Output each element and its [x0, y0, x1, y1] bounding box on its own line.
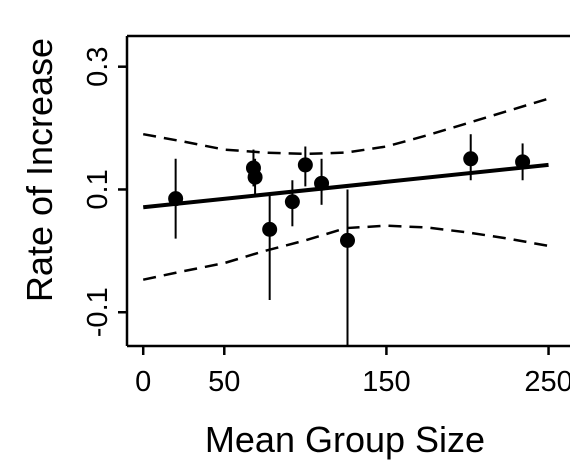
x-axis-ticks: 0 50 150 250 [135, 346, 570, 398]
y-tick-label: 0.1 [82, 169, 114, 209]
data-point [340, 232, 355, 248]
ci-lower-line [142, 224, 549, 281]
ci-upper-line [142, 97, 549, 156]
x-axis-title: Mean Group Size [205, 419, 485, 460]
data-point [515, 154, 531, 170]
y-tick-label: 0.3 [82, 47, 114, 87]
confidence-bands [142, 97, 549, 281]
data-points [168, 151, 531, 248]
data-point [284, 194, 300, 210]
y-axis-ticks: -0.1 0.1 0.3 [82, 47, 127, 337]
x-tick-label: 0 [135, 366, 151, 398]
data-point [168, 191, 184, 207]
fit-line-group [143, 162, 549, 210]
data-point [314, 175, 330, 191]
y-axis-title: Rate of Increase [19, 38, 60, 302]
x-tick-label: 50 [208, 366, 240, 398]
x-tick-label: 250 [524, 366, 570, 398]
data-point [463, 151, 479, 167]
data-point [297, 157, 313, 173]
y-tick-label: -0.1 [82, 287, 114, 337]
x-tick-label: 150 [362, 366, 410, 398]
data-point [247, 169, 263, 185]
fit-line [143, 162, 549, 210]
data-point [262, 221, 278, 237]
